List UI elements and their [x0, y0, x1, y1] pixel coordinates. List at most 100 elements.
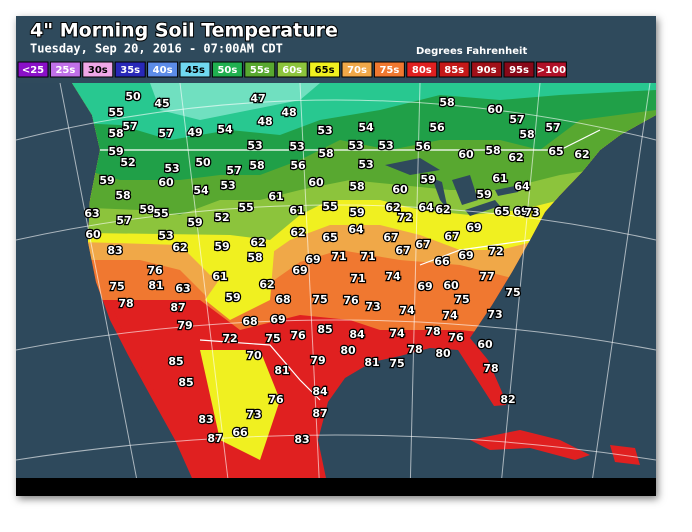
reading: 62 — [290, 226, 305, 239]
reading: 81 — [274, 364, 289, 377]
title: 4" Morning Soil Temperature — [30, 20, 338, 42]
reading: 78 — [483, 362, 498, 375]
legend-swatch — [438, 61, 470, 78]
cuba — [470, 430, 590, 460]
reading: 58 — [247, 251, 262, 264]
reading: 59 — [99, 174, 114, 187]
legend-label: 80s — [412, 65, 432, 76]
reading: 60 — [443, 279, 459, 292]
reading: 75 — [312, 293, 327, 306]
legend-swatch — [341, 61, 373, 78]
reading: 72 — [488, 245, 503, 258]
reading: 54 — [217, 123, 233, 136]
legend-label: 30s — [88, 65, 108, 76]
reading: 62 — [172, 241, 187, 254]
reading: 72 — [222, 332, 237, 345]
reading: 61 — [492, 172, 507, 185]
baja — [110, 300, 165, 398]
reading: 50 — [125, 90, 141, 103]
reading: 59 — [108, 145, 123, 158]
reading: 76 — [448, 331, 464, 344]
reading: 61 — [212, 270, 227, 283]
reading: 60 — [158, 176, 174, 189]
legend-label: 70s — [347, 65, 367, 76]
reading: 58 — [519, 128, 534, 141]
reading: 75 — [265, 332, 280, 345]
reading: 62 — [508, 151, 523, 164]
reading: 74 — [385, 270, 401, 283]
reading: 67 — [415, 238, 430, 251]
reading: 71 — [350, 272, 365, 285]
reading: 60 — [477, 338, 493, 351]
reading: 60 — [308, 176, 324, 189]
legend-label: 90s — [477, 65, 497, 76]
reading: 85 — [168, 355, 183, 368]
reading: 77 — [479, 270, 494, 283]
legend-label: 40s — [153, 65, 173, 76]
legend: <25 25s 30s 35s 40s 45s 50s 55s 60s 65s 70s 75s 80s 8… — [17, 61, 567, 78]
reading: 78 — [407, 343, 422, 356]
reading: 53 — [358, 158, 373, 171]
reading: 64 — [418, 201, 434, 214]
reading: 48 — [281, 106, 296, 119]
legend-label: 75s — [379, 65, 399, 76]
reading: 83 — [198, 413, 213, 426]
legend-label: 45s — [185, 65, 205, 76]
legend-label: >100 — [537, 65, 566, 76]
reading: 61 — [289, 204, 304, 217]
reading: 54 — [193, 184, 209, 197]
reading: 67 — [395, 244, 410, 257]
reading: 57 — [122, 120, 137, 133]
reading: 74 — [399, 304, 415, 317]
reading: 57 — [509, 113, 524, 126]
reading: 58 — [115, 189, 130, 202]
reading: 61 — [268, 190, 283, 203]
reading: 55 — [153, 207, 168, 220]
reading: 80 — [340, 344, 356, 357]
reading: 66 — [232, 426, 248, 439]
reading: 79 — [177, 319, 192, 332]
reading: 56 — [415, 140, 431, 153]
legend-swatch — [147, 61, 179, 78]
reading: 71 — [331, 250, 346, 263]
reading: 87 — [207, 432, 222, 445]
reading: 64 — [348, 223, 364, 236]
great-lakes — [385, 158, 520, 216]
reading: 58 — [249, 159, 264, 172]
reading: 83 — [294, 433, 309, 446]
reading: 52 — [120, 156, 135, 169]
reading: 53 — [247, 139, 262, 152]
reading: 56 — [290, 159, 306, 172]
legend-swatch — [503, 61, 535, 78]
reading: 59 — [139, 203, 154, 216]
legend-label: 55s — [250, 65, 270, 76]
reading: 58 — [349, 180, 364, 193]
reading: 87 — [170, 301, 185, 314]
legend-swatch — [309, 61, 341, 78]
reading: 62 — [259, 278, 274, 291]
reading: 55 — [238, 201, 253, 214]
reading: 69 — [513, 205, 528, 218]
reading: 69 — [466, 221, 481, 234]
reading: 75 — [109, 280, 124, 293]
subtitle: Tuesday, Sep 20, 2016 - 07:00AM CDT — [30, 42, 283, 56]
reading: 58 — [318, 147, 333, 160]
reading: 53 — [348, 139, 363, 152]
reading: 75 — [389, 357, 404, 370]
reading: 65 — [494, 205, 509, 218]
reading: 63 — [84, 207, 99, 220]
reading: 57 — [116, 214, 131, 227]
reading: 85 — [317, 323, 332, 336]
reading: 73 — [246, 408, 261, 421]
reading: 50 — [195, 156, 211, 169]
reading: 57 — [226, 164, 241, 177]
reading: 87 — [312, 407, 327, 420]
reading: 58 — [485, 144, 500, 157]
reading: 52 — [214, 211, 229, 224]
reading: 76 — [343, 294, 359, 307]
reading: 68 — [275, 293, 290, 306]
legend-label: 25s — [55, 65, 75, 76]
reading: 68 — [242, 315, 257, 328]
